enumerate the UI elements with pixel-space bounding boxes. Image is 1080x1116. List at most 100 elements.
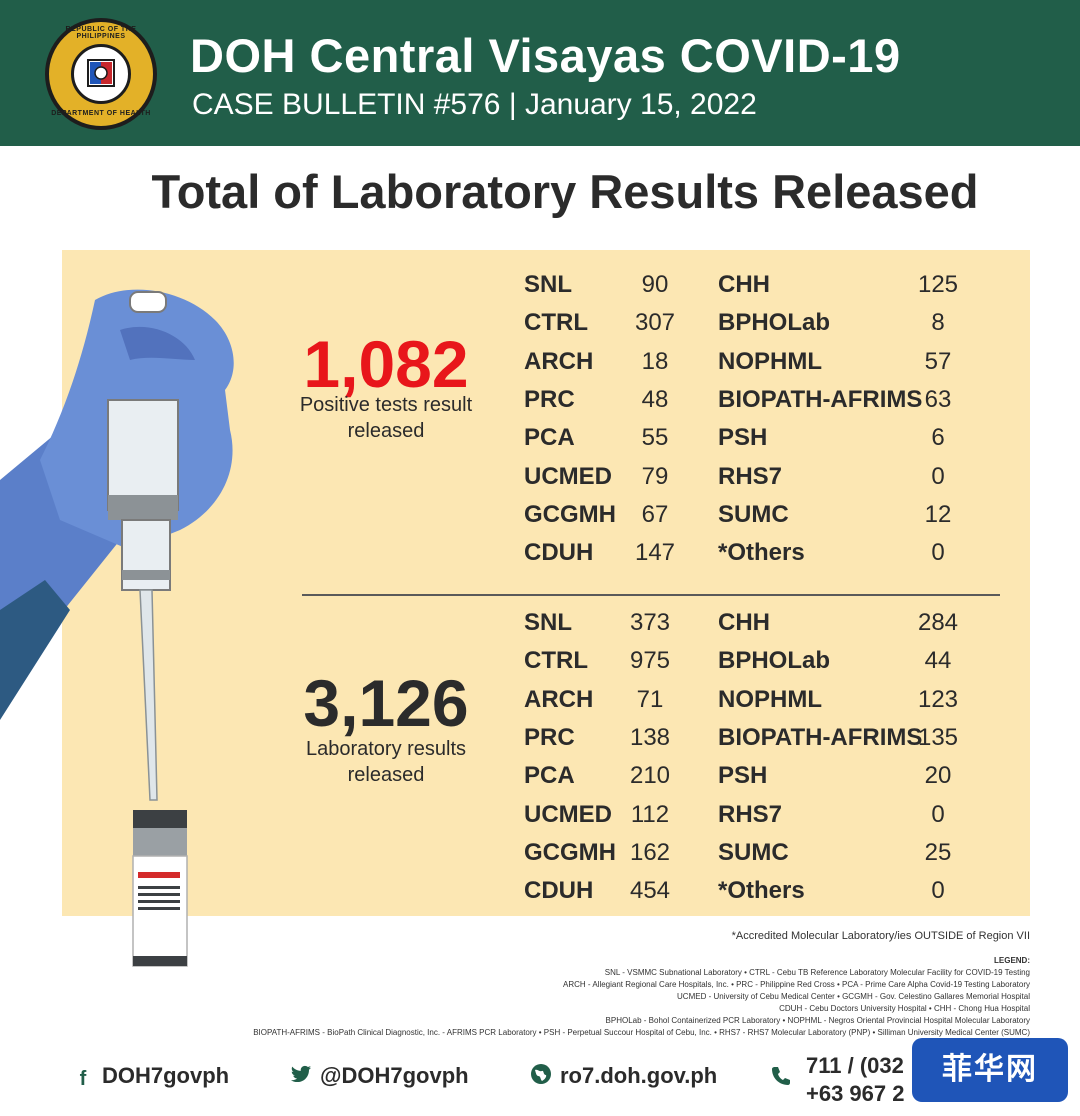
lab-value: 162 (629, 838, 671, 866)
header-banner: REPUBLIC OF THE PHILIPPINES DEPARTMENT O… (0, 0, 1080, 146)
lab-value: 79 (641, 462, 669, 490)
lab-row: RHS7 0 (718, 463, 968, 501)
lab-row: PRC 48 (524, 386, 685, 424)
lab-row: PRC 138 (524, 724, 680, 762)
lab-name: BPHOLab (718, 309, 831, 337)
lab-row: UCMED 79 (524, 463, 685, 501)
lab-value: 12 (924, 500, 952, 528)
phone-line2: +63 967 2 (806, 1081, 905, 1106)
lab-row: CHH 125 (718, 271, 968, 309)
watermark-logo: 菲华网 (912, 1038, 1068, 1102)
lab-value: 67 (641, 500, 669, 528)
lab-row: SNL 373 (524, 609, 680, 647)
lab-value: 0 (931, 539, 945, 567)
lab-value: 135 (917, 723, 959, 751)
seal-bottom-text: DEPARTMENT OF HEALTH (51, 110, 151, 117)
lab-row: CDUH 147 (524, 539, 685, 577)
lab-value: 125 (917, 271, 959, 298)
lab-value: 18 (641, 347, 669, 375)
lab-value: 284 (917, 609, 959, 636)
results-caption: Laboratory results released (276, 736, 496, 788)
lab-row: UCMED 112 (524, 801, 680, 839)
lab-value: 138 (629, 723, 671, 751)
lab-row: NOPHML 57 (718, 348, 968, 386)
lab-row: GCGMH 162 (524, 839, 680, 877)
lab-value: 123 (917, 685, 959, 713)
lab-name: ARCH (524, 685, 594, 713)
positive-caption: Positive tests result released (276, 392, 496, 444)
seal-inner-circle (71, 44, 131, 104)
lab-name: SNL (524, 271, 572, 298)
lab-name: CHH (718, 271, 770, 298)
lab-name: *Others (718, 877, 805, 905)
lab-name: CHH (718, 609, 770, 636)
lab-row: PSH 20 (718, 762, 968, 800)
lab-name: PCA (524, 762, 575, 790)
lab-name: BPHOLab (718, 647, 831, 675)
website-link[interactable]: ro7.doh.gov.ph (530, 1063, 717, 1089)
phone-line1: 711 / (032 (806, 1053, 904, 1078)
legend-heading: LEGEND: (994, 956, 1030, 965)
lab-value: 454 (629, 877, 671, 905)
lab-value: 8 (931, 309, 945, 337)
lab-name: RHS7 (718, 800, 783, 828)
lab-name: SUMC (718, 838, 789, 866)
lab-row: CTRL 975 (524, 647, 680, 685)
phone-numbers: 711 / (032 +63 967 2 (806, 1052, 904, 1108)
lab-name: ARCH (524, 347, 594, 375)
lab-name: NOPHML (718, 685, 822, 713)
section-divider (302, 594, 1000, 596)
lab-row: BPHOLab 44 (718, 647, 968, 685)
lab-value: 210 (629, 762, 671, 790)
lab-value: 0 (931, 877, 945, 905)
lab-name: NOPHML (718, 347, 822, 375)
facebook-handle: DOH7govph (102, 1063, 230, 1088)
facebook-icon: f (79, 1068, 87, 1090)
lab-name: PSH (718, 424, 768, 452)
lab-name: UCMED (524, 462, 612, 490)
lab-name: BIOPATH-AFRIMS (718, 385, 923, 413)
lab-value: 112 (630, 800, 670, 828)
lab-value: 20 (924, 762, 952, 790)
lab-name: BIOPATH-AFRIMS (718, 723, 923, 751)
lab-row: SUMC 12 (718, 501, 968, 539)
lab-row: ARCH 71 (524, 686, 680, 724)
lab-name: CTRL (524, 647, 588, 675)
lab-name: *Others (718, 539, 805, 567)
main-heading: Total of Laboratory Results Released (151, 165, 979, 218)
lab-value: 90 (641, 271, 669, 298)
lab-value: 48 (641, 385, 669, 413)
lab-name: CDUH (524, 539, 594, 567)
legend-line: SNL - VSMMC Subnational Laboratory • CTR… (604, 968, 1030, 977)
lab-row: NOPHML 123 (718, 686, 968, 724)
lab-row: BIOPATH-AFRIMS 63 (718, 386, 968, 424)
lab-row: SUMC 25 (718, 839, 968, 877)
lab-row: BIOPATH-AFRIMS 135 (718, 724, 968, 762)
lab-name: RHS7 (718, 462, 783, 490)
lab-row: GCGMH 67 (524, 501, 685, 539)
doh-seal-logo: REPUBLIC OF THE PHILIPPINES DEPARTMENT O… (45, 18, 157, 130)
lab-row: BPHOLab 8 (718, 309, 968, 347)
lab-row: SNL 90 (524, 271, 685, 309)
results-caption-line2: released (347, 764, 425, 786)
lab-name: PSH (718, 762, 768, 790)
lab-name: GCGMH (524, 500, 616, 528)
lab-name: PCA (524, 424, 575, 452)
facebook-link[interactable]: f DOH7govph (72, 1063, 229, 1090)
lab-value: 57 (924, 347, 952, 375)
twitter-icon (290, 1065, 312, 1087)
lab-name: PRC (524, 385, 575, 413)
lab-row: ARCH 18 (524, 348, 685, 386)
lab-value: 55 (641, 424, 669, 452)
lab-row: RHS7 0 (718, 801, 968, 839)
lab-name: UCMED (524, 800, 612, 828)
legend: LEGEND: SNL - VSMMC Subnational Laborato… (110, 955, 1030, 1039)
lab-row: *Others 0 (718, 539, 968, 577)
twitter-handle: @DOH7govph (320, 1063, 469, 1088)
results-total: 3,126 (303, 666, 469, 740)
lab-value: 0 (931, 462, 945, 490)
twitter-link[interactable]: @DOH7govph (290, 1063, 469, 1089)
lab-value: 307 (634, 309, 676, 337)
lab-name: SUMC (718, 500, 789, 528)
lab-row: *Others 0 (718, 877, 968, 915)
